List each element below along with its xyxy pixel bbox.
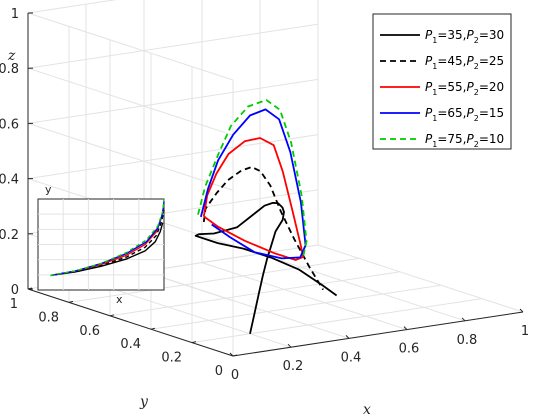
back-wall-grid-line bbox=[27, 0, 118, 14]
floor-grid-line bbox=[109, 271, 401, 317]
x-tick-labels: 0 0.2 0.4 0.6 0.8 1 bbox=[231, 324, 529, 383]
z-tick-label: 0.6 bbox=[0, 117, 19, 132]
legend-label: P1=35,P2=30 bbox=[425, 28, 504, 45]
x-tick-mark bbox=[229, 352, 234, 357]
y-tick-label: 1 bbox=[10, 297, 18, 312]
left-wall-grid-line bbox=[27, 122, 234, 191]
z-tick-label: 0.4 bbox=[0, 173, 19, 188]
axis-layer bbox=[27, 12, 524, 357]
legend-item-5: P1=75,P2=10 bbox=[380, 132, 504, 149]
legend-label: P1=45,P2=25 bbox=[425, 54, 504, 71]
floor-grid-line bbox=[85, 279, 292, 348]
curve-layer bbox=[194, 99, 338, 334]
legend: P1=35,P2=30 P1=45,P2=25 P1=55,P2=20 P1=65,P… bbox=[372, 13, 512, 150]
x-tick-label: 0.6 bbox=[399, 342, 420, 357]
z-axis-label: z bbox=[7, 48, 16, 64]
legend-label: P1=55,P2=20 bbox=[425, 80, 504, 97]
x-tick-label: 0 bbox=[231, 368, 239, 383]
y-axis-label: y bbox=[139, 394, 149, 410]
inset-x-label: x bbox=[116, 293, 123, 306]
legend-item-2: P1=45,P2=25 bbox=[380, 54, 504, 71]
y-tick-label: 0.8 bbox=[38, 310, 59, 325]
y-tick-mark bbox=[27, 287, 33, 290]
y-tick-mark bbox=[232, 354, 238, 357]
z-tick-label: 0.8 bbox=[0, 62, 19, 77]
legend-item-1: P1=35,P2=30 bbox=[380, 28, 504, 45]
series-line-3 bbox=[202, 137, 305, 261]
y-tick-label: 0.4 bbox=[120, 337, 141, 352]
legend-box bbox=[372, 13, 512, 150]
left-wall-grid-line bbox=[27, 67, 234, 136]
back-wall-grid-line bbox=[27, 23, 319, 69]
y-tick-mark bbox=[109, 314, 115, 317]
y-tick-label: 0 bbox=[215, 364, 223, 379]
series-line-4 bbox=[200, 108, 307, 260]
inset-y-label: y bbox=[45, 183, 52, 196]
y-tick-label: 0.6 bbox=[79, 324, 100, 339]
x-tick-mark bbox=[287, 343, 292, 348]
x-tick-mark bbox=[461, 317, 466, 322]
y-tick-label: 0.2 bbox=[161, 351, 182, 366]
series-line-5 bbox=[197, 99, 308, 258]
inset-curves bbox=[50, 198, 165, 277]
y-tick-labels: 0 0.2 0.4 0.6 0.8 1 bbox=[10, 297, 223, 379]
series-line-2 bbox=[202, 166, 324, 291]
y-tick-mark bbox=[68, 300, 74, 303]
y-axis-line bbox=[27, 288, 234, 357]
y-tick-mark bbox=[191, 341, 197, 344]
z-tick-label: 0 bbox=[11, 283, 19, 298]
inset-curve-5 bbox=[50, 198, 165, 277]
floor-grid-line bbox=[68, 257, 360, 303]
back-wall-grid-line bbox=[27, 134, 319, 180]
x-tick-label: 1 bbox=[521, 324, 529, 339]
floor-grid-line bbox=[150, 284, 442, 330]
legend-item-3: P1=55,P2=20 bbox=[380, 80, 504, 97]
x-tick-mark bbox=[403, 326, 408, 330]
x-tick-label: 0.8 bbox=[457, 333, 478, 348]
legend-label: P1=75,P2=10 bbox=[425, 132, 504, 149]
legend-label: P1=65,P2=15 bbox=[425, 106, 504, 123]
z-tick-labels: 0 0.2 0.4 0.6 0.8 1 bbox=[0, 7, 19, 298]
z-tick-label: 1 bbox=[11, 7, 19, 22]
x-tick-label: 0.2 bbox=[283, 359, 304, 374]
x-axis-line bbox=[232, 311, 524, 357]
z-tick-label: 0.2 bbox=[0, 228, 19, 243]
legend-item-4: P1=65,P2=15 bbox=[380, 106, 504, 123]
series-line-1 bbox=[194, 201, 338, 334]
left-wall-grid-line bbox=[27, 12, 234, 81]
x-tick-mark bbox=[345, 335, 350, 339]
back-wall-grid-line bbox=[27, 78, 319, 124]
x-axis-label: x bbox=[363, 402, 371, 418]
x-tick-label: 0.4 bbox=[341, 350, 362, 365]
floor-grid-line bbox=[201, 262, 408, 331]
inset-curve-2 bbox=[50, 209, 165, 277]
floor-grid-line bbox=[317, 244, 524, 313]
inset-plot: y x bbox=[37, 183, 165, 306]
floor-grid-line bbox=[191, 298, 483, 344]
x-tick-mark bbox=[519, 308, 524, 313]
y-tick-mark bbox=[150, 327, 156, 330]
floor-grid-line bbox=[259, 253, 466, 322]
